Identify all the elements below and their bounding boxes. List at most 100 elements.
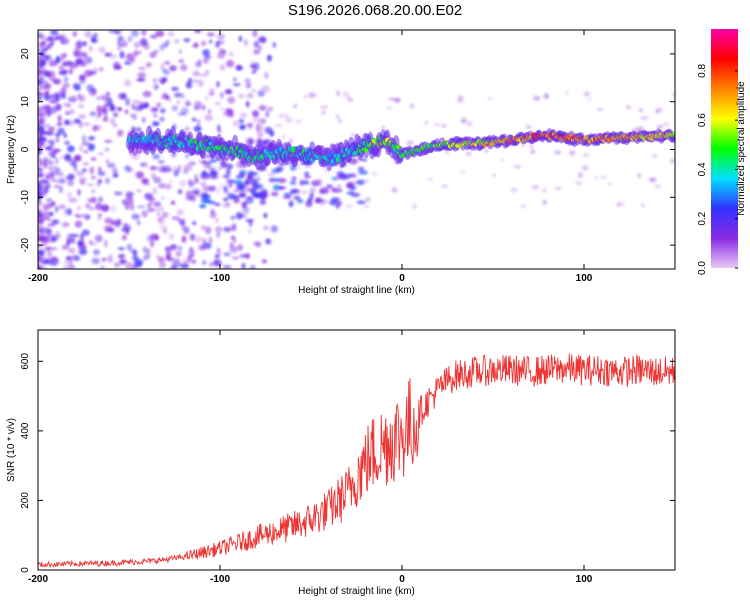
noise-blob <box>165 39 170 45</box>
noise-blob <box>253 49 261 55</box>
noise-blob <box>98 46 106 54</box>
noise-blob <box>38 231 43 238</box>
noise-blob <box>179 49 182 54</box>
noise-blob <box>153 201 162 207</box>
noise-blob <box>109 53 118 60</box>
noise-blob <box>138 66 146 71</box>
noise-blob <box>222 174 231 179</box>
noise-blob <box>122 199 127 206</box>
noise-blob <box>105 158 110 164</box>
noise-blob <box>195 236 203 243</box>
noise-blob <box>113 123 117 128</box>
noise-blob <box>363 179 369 183</box>
noise-blob <box>232 238 237 243</box>
noise-blob <box>300 191 308 194</box>
noise-blob <box>143 255 147 261</box>
noise-blob <box>69 174 75 180</box>
noise-blob <box>61 69 69 74</box>
noise-blob <box>61 53 67 59</box>
noise-blob <box>45 226 49 232</box>
noise-blob <box>47 159 51 164</box>
noise-blob <box>134 171 138 176</box>
noise-blob <box>160 63 165 70</box>
noise-blob <box>137 72 147 78</box>
noise-blob <box>356 200 366 205</box>
noise-blob <box>159 206 165 212</box>
noise-blob <box>192 188 201 194</box>
noise-blob <box>150 34 158 39</box>
noise-blob <box>100 204 110 212</box>
noise-blob <box>636 126 645 132</box>
noise-blob <box>141 117 146 123</box>
noise-blob <box>342 91 349 98</box>
noise-blob <box>363 204 369 209</box>
noise-blob <box>597 108 604 111</box>
noise-blob <box>214 101 221 106</box>
colorbar-scale <box>711 29 738 268</box>
noise-blob <box>185 190 194 198</box>
noise-blob <box>256 123 261 127</box>
noise-blob <box>38 118 41 126</box>
noise-blob <box>107 98 113 105</box>
noise-blob <box>78 94 86 103</box>
noise-blob <box>303 94 308 99</box>
spectrogram-ytick-label: -20 <box>20 237 31 252</box>
noise-blob <box>220 91 224 99</box>
noise-blob <box>319 202 326 206</box>
noise-blob <box>180 64 188 71</box>
noise-blob <box>131 103 136 111</box>
noise-blob <box>53 219 57 225</box>
noise-blob <box>638 108 644 113</box>
noise-blob <box>189 233 196 241</box>
noise-blob <box>104 147 110 152</box>
noise-blob <box>58 66 65 71</box>
noise-blob <box>86 57 93 64</box>
noise-blob <box>82 162 90 166</box>
noise-blob <box>75 58 84 65</box>
noise-blob <box>193 125 202 133</box>
noise-blob <box>155 30 165 37</box>
noise-blob <box>84 30 92 38</box>
noise-blob <box>48 203 53 208</box>
noise-blob <box>241 201 247 209</box>
noise-blob <box>192 79 199 83</box>
noise-blob <box>173 257 181 263</box>
noise-blob <box>89 242 98 246</box>
noise-blob <box>106 162 116 169</box>
noise-blob <box>71 237 76 244</box>
noise-blob <box>223 252 231 257</box>
snr-line <box>38 353 675 569</box>
page-title: S196.2026.068.20.00.E02 <box>287 2 463 19</box>
noise-blob <box>90 175 96 180</box>
noise-blob <box>44 175 52 179</box>
noise-blob <box>216 80 220 88</box>
noise-blob <box>199 204 207 209</box>
noise-blob <box>153 50 159 54</box>
noise-blob <box>173 92 183 98</box>
noise-blob <box>243 39 249 47</box>
noise-blob <box>268 172 276 177</box>
noise-blob <box>274 124 283 127</box>
noise-blob <box>412 203 417 210</box>
noise-blob <box>239 124 246 130</box>
noise-blob <box>39 45 47 51</box>
noise-blob <box>230 235 236 240</box>
noise-blob <box>50 154 56 159</box>
noise-blob <box>195 61 202 68</box>
noise-blob <box>307 197 313 204</box>
noise-blob <box>158 261 166 269</box>
noise-blob <box>48 149 52 157</box>
noise-blob <box>352 180 356 186</box>
noise-blob <box>582 153 590 158</box>
noise-blob <box>302 180 310 185</box>
noise-blob <box>69 108 75 115</box>
noise-blob <box>406 140 414 146</box>
noise-blob <box>303 165 312 169</box>
noise-blob <box>48 145 54 150</box>
spectrogram-xtick-label: 100 <box>576 273 593 284</box>
noise-blob <box>56 122 63 126</box>
noise-blob <box>38 141 41 149</box>
noise-blob <box>223 226 232 233</box>
noise-blob <box>216 248 221 253</box>
noise-blob <box>268 177 277 183</box>
